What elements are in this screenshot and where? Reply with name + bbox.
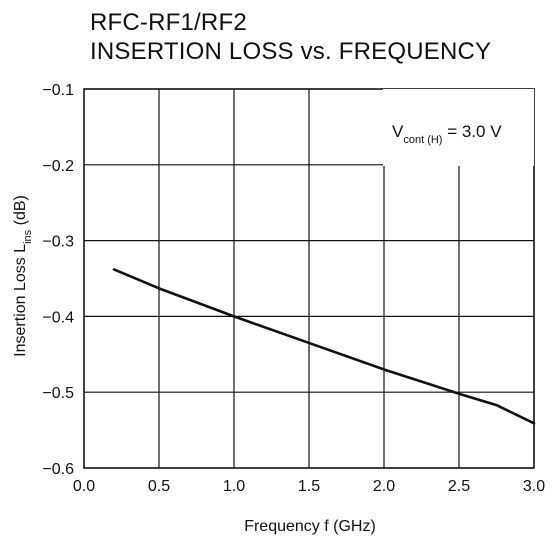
series-layer xyxy=(112,268,536,425)
y-tick-label: −0.4 xyxy=(42,309,74,326)
x-tick-label: 0.0 xyxy=(73,478,95,495)
x-tick-label: 3.0 xyxy=(523,478,545,495)
annotation-text: Vcont (H) = 3.0 V xyxy=(392,122,502,146)
chart-title-line-1: RFC-RF1/RF2 xyxy=(90,9,247,36)
y-tick-label: −0.2 xyxy=(42,158,74,175)
y-tick-label: −0.5 xyxy=(42,385,74,402)
axis-layer xyxy=(83,88,535,469)
x-tick-label: 1.0 xyxy=(223,478,245,495)
y-tick-label: −0.1 xyxy=(42,82,74,99)
label-layer: 0.0 0.5 1.0 1.5 2.0 2.5 3.0 −0.1 −0.2 −0.3 −0.4 −0.… xyxy=(12,82,545,535)
x-axis-label: Frequency f (GHz) xyxy=(244,518,376,535)
y-tick-label: −0.3 xyxy=(42,234,74,251)
y-tick-label: −0.6 xyxy=(42,461,74,478)
x-tick-label: 0.5 xyxy=(148,478,170,495)
y-axis-label: Insertion Loss Lins (dB) xyxy=(12,195,34,357)
x-tick-label: 2.0 xyxy=(373,478,395,495)
annotation-box-bg xyxy=(383,89,534,166)
series-line xyxy=(112,268,536,425)
plot-frame xyxy=(83,88,535,469)
x-tick-label: 1.5 xyxy=(298,478,320,495)
chart-title: RFC-RF1/RF2 INSERTION LOSS vs. FREQUENCY xyxy=(90,8,491,66)
chart-title-line-2: INSERTION LOSS vs. FREQUENCY xyxy=(90,38,492,65)
x-tick-label: 2.5 xyxy=(448,478,470,495)
